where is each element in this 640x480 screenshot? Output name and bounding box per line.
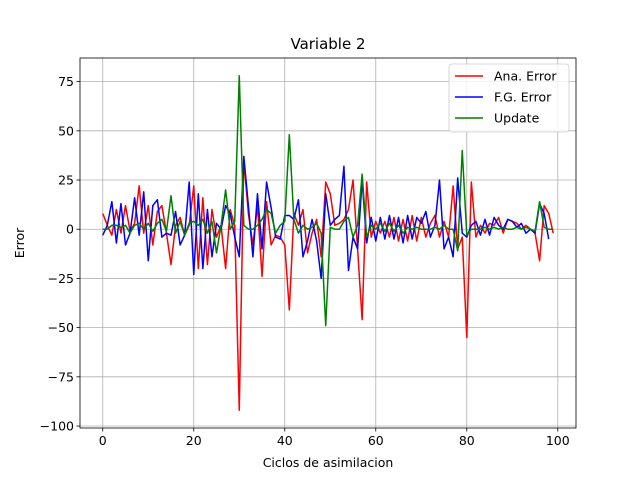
y-tick-label: −25: [48, 271, 74, 286]
x-axis: 0 20 40 60 80 100: [99, 428, 570, 448]
x-tick-label: 60: [368, 433, 384, 448]
legend-label-f-g-error: F.G. Error: [494, 90, 552, 105]
y-tick-label: −75: [48, 369, 74, 384]
legend-box: [448, 63, 570, 133]
legend-label-update: Update: [494, 111, 540, 126]
axes-frame: [79, 57, 577, 429]
y-tick-label: −100: [40, 419, 74, 434]
series-layer: [102, 74, 554, 412]
x-tick-label: 100: [546, 433, 570, 448]
y-axis: −100 −75 −50 −25 0 25 50 75: [40, 74, 80, 434]
series-line-f-g-error: [102, 155, 550, 280]
x-tick-label: 80: [459, 433, 475, 448]
y-tick-label: 75: [58, 74, 74, 89]
x-tick-label: 0: [99, 433, 107, 448]
y-tick-label: −50: [48, 320, 74, 335]
series-line-ana-error: [102, 159, 554, 412]
y-tick-label: 50: [58, 123, 74, 138]
y-axis-label: Error: [12, 227, 27, 258]
y-tick-label: 25: [58, 173, 74, 188]
y-tick-label: 0: [66, 222, 74, 237]
legend-label-ana-error: Ana. Error: [494, 69, 557, 84]
x-axis-label: Ciclos de asimilacion: [263, 455, 394, 470]
chart-title: Variable 2: [290, 35, 365, 53]
series-line-update: [102, 74, 554, 327]
legend: Ana. Error F.G. Error Update: [448, 63, 570, 133]
x-tick-label: 40: [277, 433, 293, 448]
x-tick-label: 20: [186, 433, 202, 448]
